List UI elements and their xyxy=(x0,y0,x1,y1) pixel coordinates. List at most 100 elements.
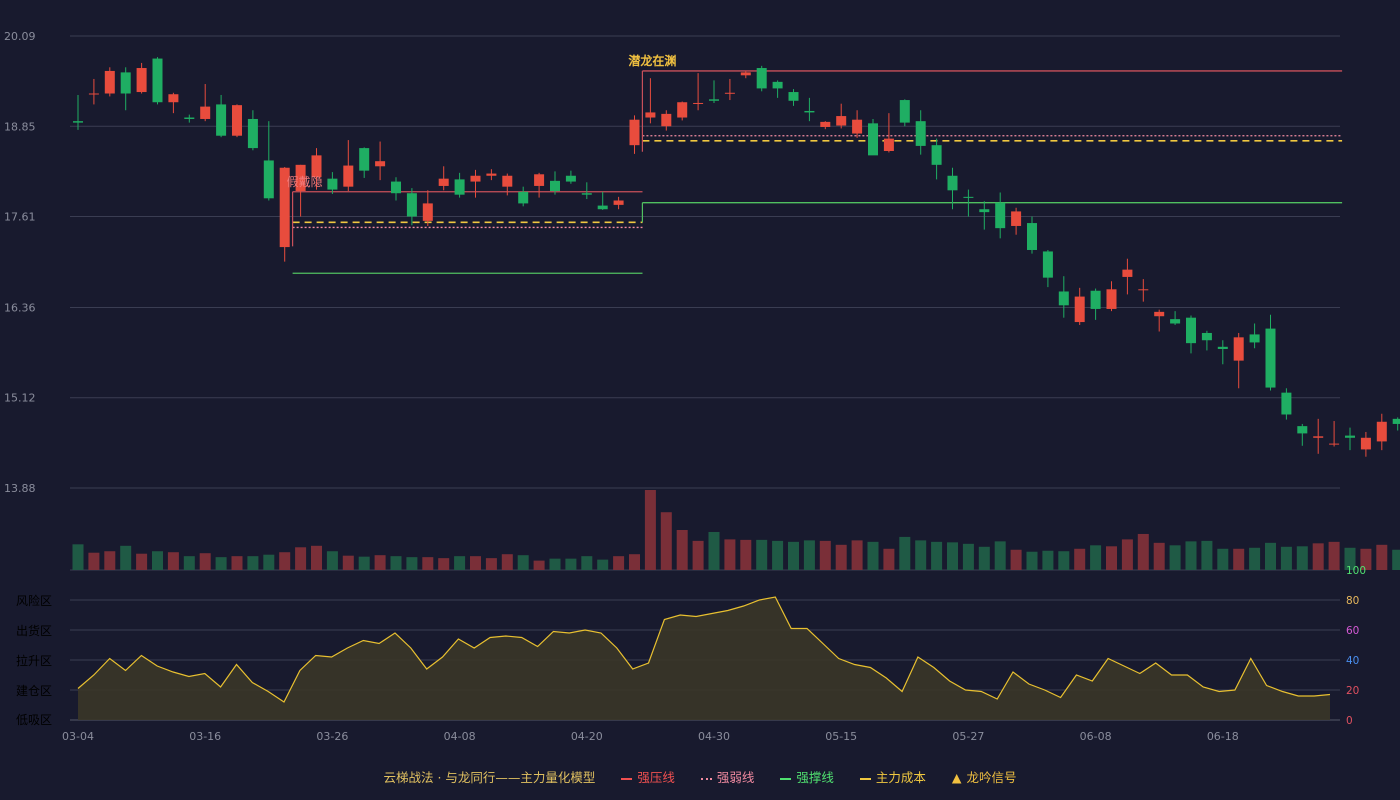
zone-label-distribution: 出货区 xyxy=(15,624,52,638)
volume-bar xyxy=(1296,546,1308,570)
volume-bar xyxy=(660,512,672,570)
zone-label-accumulate: 建仓区 xyxy=(15,684,52,698)
candle-body xyxy=(152,58,163,103)
volume-bar xyxy=(1233,548,1245,570)
x-tick-label: 04-08 xyxy=(444,730,476,743)
volume-bar xyxy=(247,556,259,570)
legend-label-support: 强撑线 xyxy=(796,770,834,785)
legend: 云梯战法 · 与龙同行——主力量化模型 强压线 强弱线 强撑线 主力成本 ▲ 龙吟… xyxy=(0,767,1400,786)
candle-body xyxy=(836,116,847,126)
candle-body xyxy=(1186,317,1196,344)
candle-body xyxy=(772,81,783,89)
candle-body xyxy=(1058,291,1069,306)
candle-body xyxy=(1027,223,1037,250)
volume-bar xyxy=(1280,546,1292,570)
volume-bar xyxy=(931,541,943,570)
volume-bar xyxy=(1201,540,1213,570)
candle-body xyxy=(852,119,863,134)
candle-body xyxy=(295,164,306,192)
indicator-tick-label: 60 xyxy=(1346,625,1359,637)
candle-body xyxy=(1217,346,1228,349)
volume-bar xyxy=(724,539,736,570)
price-tick-label: 20.09 xyxy=(4,30,36,43)
candle-body xyxy=(868,123,878,156)
volume-bar xyxy=(88,552,100,570)
volume-bar xyxy=(978,546,990,570)
volume-bar xyxy=(1376,544,1388,570)
volume-bar xyxy=(756,539,768,570)
volume-bar xyxy=(740,539,752,570)
volume-bar xyxy=(1249,547,1261,570)
volume-bar xyxy=(279,552,291,570)
candle-body xyxy=(1201,332,1212,341)
volume-bar xyxy=(501,554,513,570)
volume-bar xyxy=(676,530,688,570)
indicator-tick-label: 100 xyxy=(1346,565,1366,577)
candle-body xyxy=(899,100,910,123)
indicator-tick-label: 40 xyxy=(1346,655,1359,667)
legend-item-pivot[interactable]: 强弱线 xyxy=(700,767,754,786)
volume-bar xyxy=(1344,547,1356,570)
x-tick-label: 05-27 xyxy=(952,730,984,743)
volume-bar xyxy=(263,554,275,570)
candle-body xyxy=(184,117,195,119)
volume-bar xyxy=(1312,543,1324,570)
volume-bar xyxy=(358,556,370,570)
candle-body xyxy=(629,119,640,146)
x-tick-label: 03-16 xyxy=(189,730,221,743)
volume-bar xyxy=(788,541,799,570)
candle-body xyxy=(788,92,799,101)
candle-body xyxy=(947,175,958,191)
volume-bar xyxy=(454,556,466,570)
volume-bar xyxy=(772,540,784,570)
volume-bar xyxy=(104,551,116,570)
volume-bar xyxy=(533,560,545,570)
price-tick-label: 17.61 xyxy=(4,211,36,224)
candle-body xyxy=(470,175,481,182)
volume-bar xyxy=(994,541,1006,570)
candle-body xyxy=(375,161,386,167)
candle-body xyxy=(1313,436,1324,438)
volume-bar xyxy=(1074,548,1086,570)
candle-body xyxy=(1138,289,1149,291)
candle-body xyxy=(1345,435,1355,438)
legend-item-signal[interactable]: ▲ 龙吟信号 xyxy=(952,767,1017,786)
volume-bar xyxy=(152,551,163,570)
candle-body xyxy=(391,181,401,194)
volume-bar xyxy=(1265,542,1276,570)
volume-bar xyxy=(962,543,974,570)
volume-bar xyxy=(1169,545,1181,570)
candle-body xyxy=(693,102,704,104)
candle-body xyxy=(200,106,211,119)
candle-body xyxy=(756,68,767,89)
legend-item-cost[interactable]: 主力成本 xyxy=(859,767,926,786)
volume-bar xyxy=(581,556,593,570)
legend-item-resistance[interactable]: 强压线 xyxy=(621,767,675,786)
legend-item-support[interactable]: 强撑线 xyxy=(780,767,834,786)
candle-body xyxy=(1265,328,1276,388)
candle-body xyxy=(73,121,83,123)
volume-bar xyxy=(597,559,609,570)
candle-body xyxy=(550,180,560,192)
volume-bar xyxy=(231,556,243,570)
volume-bar xyxy=(1121,539,1133,570)
price-tick-label: 13.88 xyxy=(4,482,36,495)
volume-bar xyxy=(899,536,911,570)
volume-bar xyxy=(517,555,529,570)
volume-bar xyxy=(167,552,179,570)
candle-body xyxy=(740,72,751,76)
x-tick-label: 06-08 xyxy=(1080,730,1112,743)
candle-body xyxy=(518,191,529,204)
candle-body xyxy=(820,121,831,127)
volume-bar xyxy=(629,554,640,570)
volume-bar xyxy=(1042,550,1054,570)
candle-body xyxy=(1360,437,1371,450)
volume-bar xyxy=(819,540,831,570)
x-tick-label: 03-26 xyxy=(316,730,348,743)
candle-body xyxy=(247,118,258,149)
candle-body xyxy=(1090,290,1101,309)
candle-body xyxy=(995,202,1006,229)
indicator-area xyxy=(78,597,1330,720)
volume-bar xyxy=(406,557,418,570)
